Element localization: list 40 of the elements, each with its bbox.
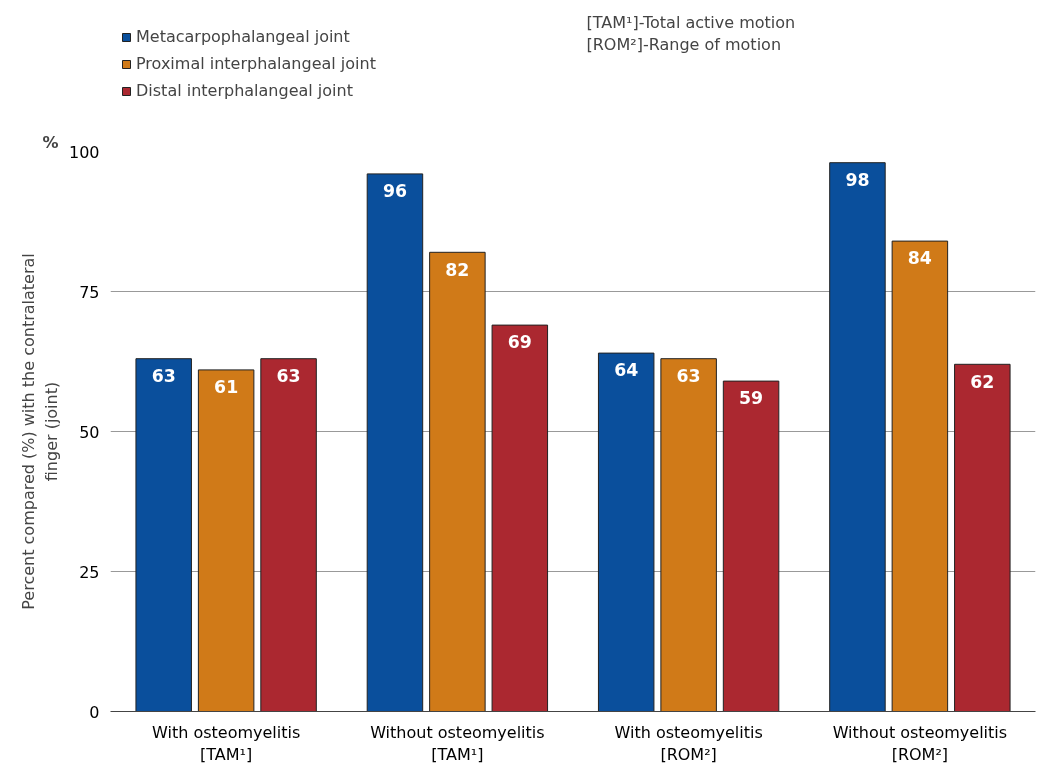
text: [TAM¹]-Total active motion	[586, 13, 796, 32]
legend-label: Distal interphalangeal joint	[136, 81, 353, 100]
bar	[366, 173, 424, 712]
y-tick-label: 75	[79, 282, 100, 302]
data-label: 69	[507, 332, 532, 353]
bar	[135, 358, 192, 712]
bar	[429, 251, 486, 712]
bar	[722, 380, 780, 712]
x-tick-label: With osteomyelitis [ROM²]	[614, 722, 763, 765]
bar	[260, 358, 317, 712]
data-label: 96	[382, 181, 408, 202]
bar	[491, 324, 549, 712]
x-tick-label: Without osteomyelitis [TAM¹]	[370, 722, 545, 765]
data-label: 84	[907, 248, 932, 269]
legend-label: Metacarpophalangeal joint	[136, 27, 350, 46]
bar	[954, 363, 1011, 712]
data-label: 64	[614, 360, 639, 381]
legend-label: Proximal interphalangeal joint	[136, 54, 376, 73]
data-label: 63	[676, 366, 701, 386]
data-label: 63	[276, 366, 301, 386]
bar	[597, 352, 655, 712]
y-tick-label: 100	[68, 142, 100, 162]
data-label: 62	[970, 371, 995, 392]
bar	[197, 369, 255, 712]
y-tick-label: 0	[89, 702, 100, 722]
data-label: 59	[739, 388, 764, 409]
data-label: 98	[845, 170, 870, 190]
bar	[829, 162, 886, 712]
y-tick-label: 25	[79, 562, 100, 582]
data-label: 82	[445, 259, 470, 280]
text: %	[42, 132, 59, 152]
x-tick-label: Without osteomyelitis [ROM²]	[832, 722, 1008, 765]
bar	[891, 240, 949, 712]
data-label: 61	[214, 377, 239, 398]
x-tick-label: With osteomyelitis [TAM¹]	[151, 722, 301, 765]
y-axis-title: Percent compared (%) with the contralateral finger (joint)	[19, 253, 61, 610]
bar	[660, 358, 717, 712]
data-label: 63	[151, 366, 176, 386]
y-tick-label: 50	[79, 422, 100, 442]
text: [ROM²]-Range of motion	[586, 35, 782, 54]
